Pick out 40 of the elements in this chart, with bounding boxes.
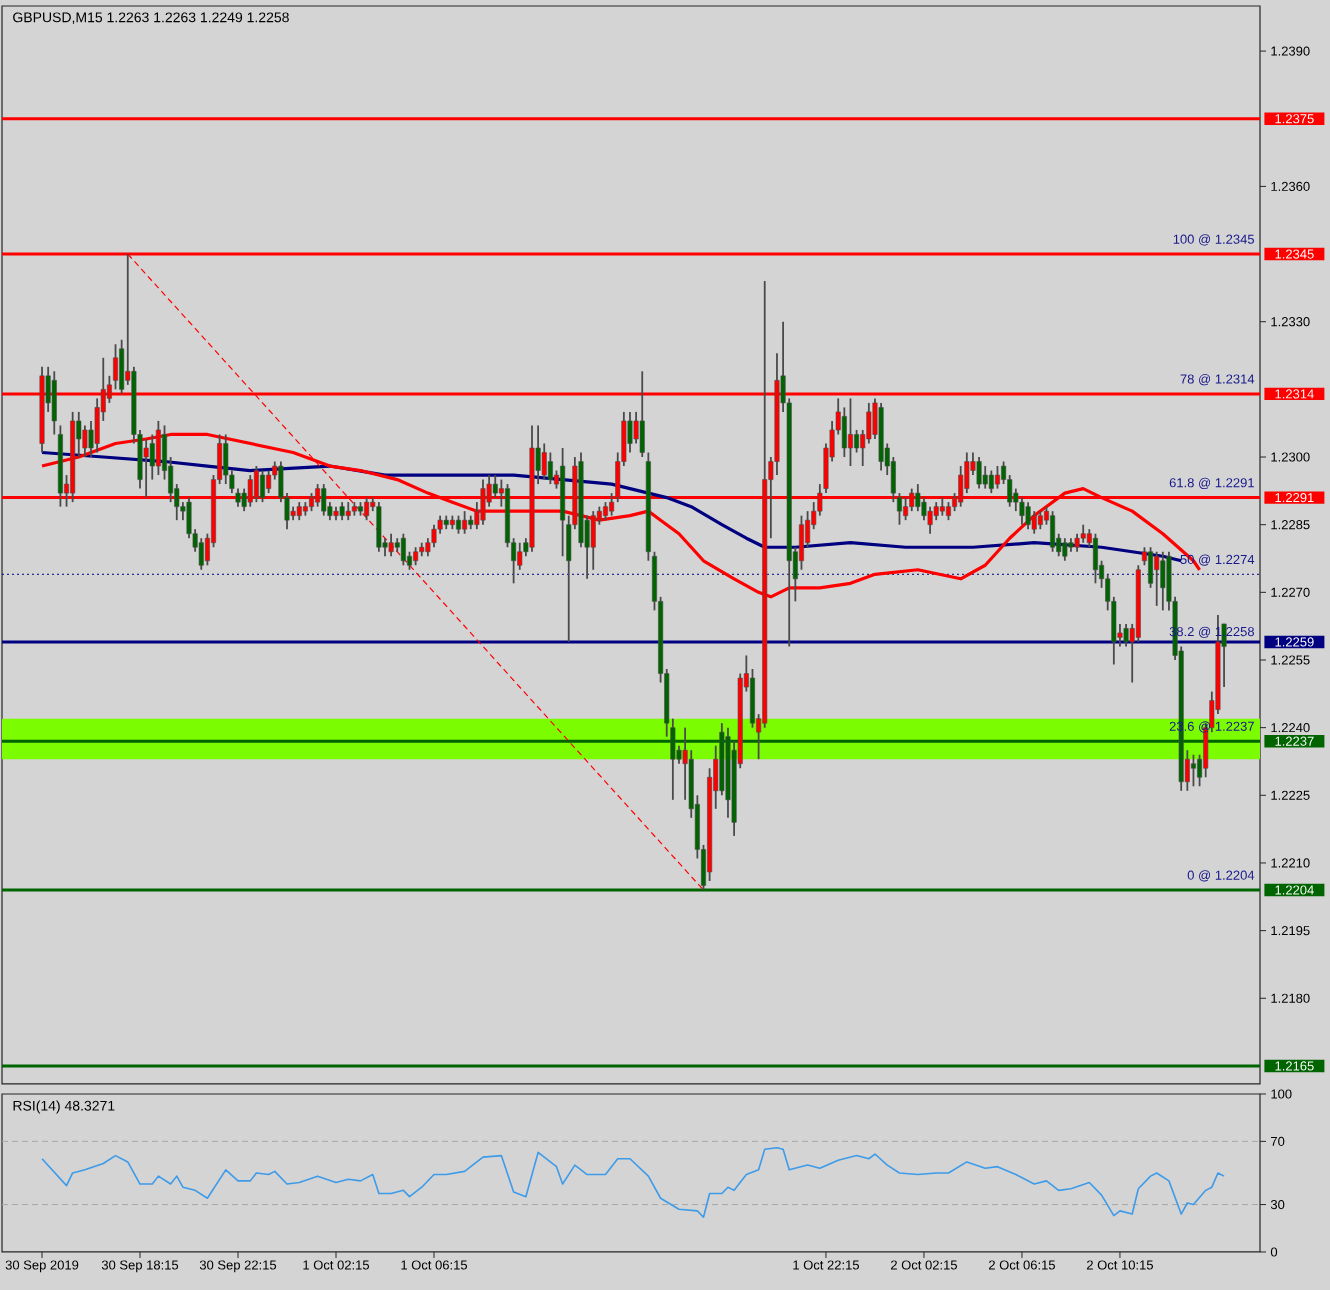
candlestick <box>854 429 860 454</box>
candlestick <box>1123 623 1129 648</box>
candlestick <box>915 483 921 513</box>
candlestick <box>994 465 1000 490</box>
candlestick <box>260 469 266 504</box>
candlestick <box>388 532 394 558</box>
candlestick <box>1062 537 1068 562</box>
candlestick <box>639 370 645 458</box>
candlestick <box>1050 510 1056 553</box>
candlestick <box>400 532 406 567</box>
candlestick <box>988 469 994 494</box>
candlestick <box>1074 532 1080 553</box>
candlestick <box>982 465 988 490</box>
candlestick <box>321 483 327 517</box>
candlestick <box>841 406 847 458</box>
candlestick <box>1031 510 1037 535</box>
candlestick <box>462 510 468 535</box>
candlestick <box>431 523 437 549</box>
candlestick <box>1154 550 1160 607</box>
candlestick <box>627 411 633 454</box>
candlestick <box>1190 753 1196 788</box>
candlestick <box>413 546 419 567</box>
candlestick <box>590 510 596 571</box>
candlestick <box>1160 550 1166 612</box>
candlestick <box>1092 532 1098 585</box>
candlestick <box>339 501 345 522</box>
candlestick <box>198 537 204 571</box>
candlestick <box>1037 510 1043 531</box>
candlestick <box>51 370 57 436</box>
candlestick <box>927 505 933 535</box>
candlestick <box>1025 501 1031 531</box>
candlestick <box>633 411 639 445</box>
candlestick <box>1080 523 1086 544</box>
candlestick <box>492 474 498 499</box>
candlestick <box>976 456 982 490</box>
candlestick <box>547 451 553 485</box>
candlestick <box>1019 496 1025 526</box>
candlestick <box>376 501 382 553</box>
candlestick <box>223 433 229 485</box>
candlestick <box>455 514 461 535</box>
